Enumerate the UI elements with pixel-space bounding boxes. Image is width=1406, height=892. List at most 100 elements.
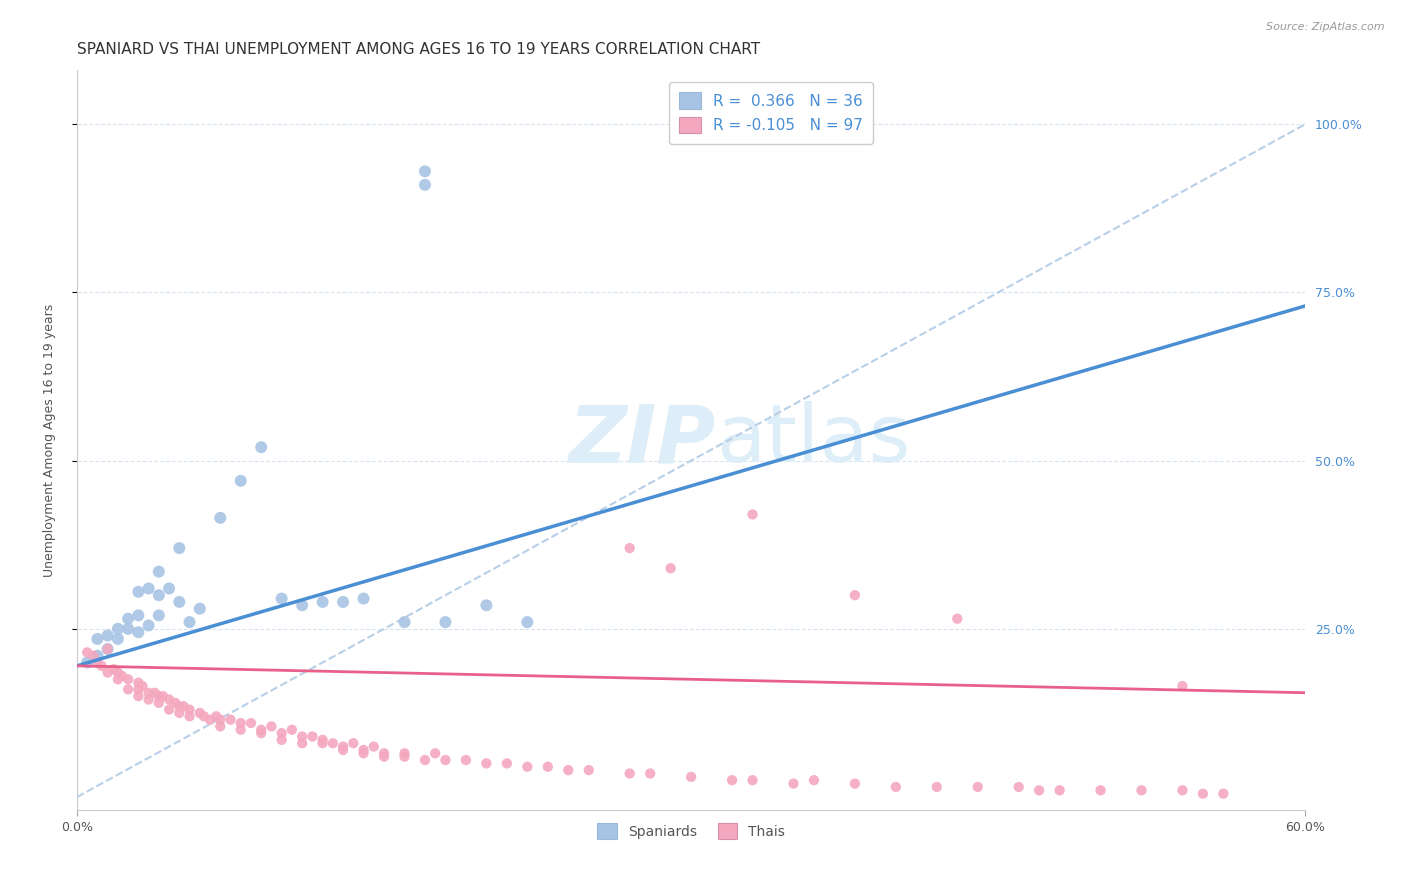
Point <box>291 599 314 613</box>
Point <box>107 632 129 646</box>
Point <box>659 561 682 575</box>
Point <box>107 622 129 636</box>
Point <box>353 747 375 761</box>
Point <box>291 736 314 750</box>
Point <box>681 770 703 784</box>
Point <box>1049 783 1071 797</box>
Point <box>782 776 804 790</box>
Point <box>301 730 323 744</box>
Point <box>97 642 120 657</box>
Text: SPANIARD VS THAI UNEMPLOYMENT AMONG AGES 16 TO 19 YEARS CORRELATION CHART: SPANIARD VS THAI UNEMPLOYMENT AMONG AGES… <box>77 42 761 57</box>
Point <box>281 723 304 737</box>
Point <box>157 582 180 596</box>
Point <box>270 591 292 606</box>
Point <box>413 178 436 192</box>
Point <box>97 642 120 657</box>
Point <box>250 440 273 454</box>
Point <box>363 739 385 754</box>
Text: ZIP: ZIP <box>568 401 716 480</box>
Point <box>270 732 292 747</box>
Point <box>1212 787 1234 801</box>
Point <box>157 692 180 706</box>
Point <box>475 599 498 613</box>
Point <box>117 682 139 697</box>
Point <box>169 706 191 720</box>
Point <box>311 736 333 750</box>
Point <box>138 582 160 596</box>
Point <box>394 615 416 629</box>
Point <box>103 662 125 676</box>
Point <box>127 682 149 697</box>
Point <box>169 541 191 555</box>
Point <box>157 702 180 716</box>
Point <box>127 584 149 599</box>
Point <box>332 739 354 754</box>
Point <box>413 164 436 178</box>
Point <box>619 541 641 555</box>
Point <box>127 689 149 703</box>
Point <box>148 565 170 579</box>
Point <box>193 709 215 723</box>
Point <box>188 706 211 720</box>
Point <box>209 511 232 525</box>
Point <box>76 645 98 659</box>
Point <box>111 669 134 683</box>
Point <box>311 595 333 609</box>
Point <box>1028 783 1050 797</box>
Point <box>342 736 364 750</box>
Point <box>138 692 160 706</box>
Point <box>179 709 201 723</box>
Point <box>138 686 160 700</box>
Point <box>148 608 170 623</box>
Point <box>107 673 129 687</box>
Point <box>97 629 120 643</box>
Point <box>165 696 187 710</box>
Point <box>373 747 395 761</box>
Point <box>143 686 166 700</box>
Point <box>741 773 763 788</box>
Point <box>946 612 969 626</box>
Point <box>516 615 538 629</box>
Point <box>250 723 273 737</box>
Point <box>209 713 232 727</box>
Point <box>537 760 560 774</box>
Point <box>925 780 948 794</box>
Point <box>270 726 292 740</box>
Point <box>188 601 211 615</box>
Point <box>219 713 242 727</box>
Point <box>127 625 149 640</box>
Point <box>844 776 866 790</box>
Point <box>229 723 252 737</box>
Point <box>82 648 104 663</box>
Point <box>1192 787 1215 801</box>
Point <box>138 618 160 632</box>
Point <box>148 689 170 703</box>
Point <box>205 709 228 723</box>
Point <box>169 699 191 714</box>
Point <box>638 766 661 780</box>
Point <box>311 732 333 747</box>
Point <box>86 656 108 670</box>
Point <box>239 716 262 731</box>
Point <box>291 730 314 744</box>
Point <box>353 743 375 757</box>
Point <box>169 595 191 609</box>
Point <box>1130 783 1153 797</box>
Point <box>884 780 907 794</box>
Point <box>97 665 120 680</box>
Point <box>803 773 825 788</box>
Text: Source: ZipAtlas.com: Source: ZipAtlas.com <box>1267 22 1385 32</box>
Point <box>117 673 139 687</box>
Point <box>107 665 129 680</box>
Point <box>373 749 395 764</box>
Point <box>619 766 641 780</box>
Point <box>434 615 457 629</box>
Point <box>117 622 139 636</box>
Point <box>131 679 153 693</box>
Point <box>179 615 201 629</box>
Point <box>148 696 170 710</box>
Point <box>209 719 232 733</box>
Point <box>179 702 201 716</box>
Point <box>198 713 221 727</box>
Point <box>475 756 498 771</box>
